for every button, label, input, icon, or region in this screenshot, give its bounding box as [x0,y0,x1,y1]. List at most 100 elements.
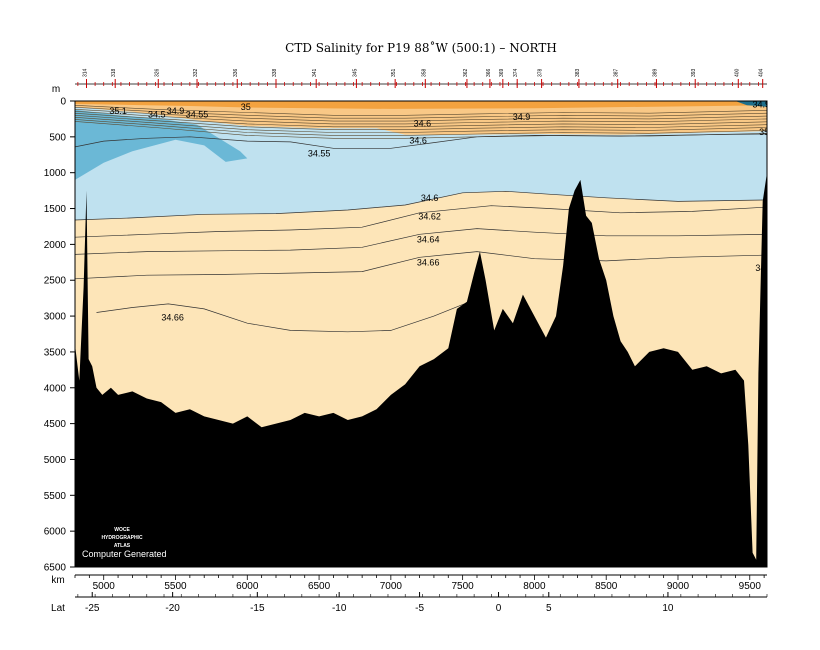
y-tick-label: 2000 [44,240,67,251]
chart-title: CTD Salinity for P19 88˚W (500:1) – NORT… [285,40,557,55]
x-tick-label: 9000 [667,581,690,592]
x-tick-label: 7500 [452,581,475,592]
lat-tick-label: -5 [415,603,424,614]
contour-label: 34.62 [418,211,441,221]
station-label: 366 [486,68,492,77]
station-label: 400 [734,68,740,77]
section-fields: 35.1 34.5 34.9 34.553534.634.634.934.5534.6… [75,100,773,567]
lat-tick-label: -15 [250,603,265,614]
upper-contour-line [75,119,767,136]
station-label: 404 [759,68,765,77]
y-tick-label: 4500 [44,419,67,430]
station-label: 369 [499,68,505,77]
contour-label: 35 [241,102,251,112]
upper-contour-line [75,105,767,116]
x-tick-label: 5000 [93,581,116,592]
station-label: 358 [421,68,427,77]
station-label: 341 [312,68,318,77]
high-salinity-surface-band [75,101,767,109]
contour-label: 34.66 [417,257,440,267]
station-label: 351 [391,68,397,77]
x-axis-unit: km [51,575,64,586]
x-tick-label: 7000 [380,581,403,592]
x-tick-label: 6000 [236,581,259,592]
x-tick-label: 5500 [164,581,187,592]
station-label: 326 [154,68,160,77]
woce-logo-line: HYDROGRAPHIC [101,535,143,541]
y-tick-label: 1000 [44,168,67,179]
contour-line [75,228,767,255]
contour-line [75,133,767,149]
y-tick-label: 5500 [44,491,67,502]
station-label: 332 [193,68,199,77]
contour-line [75,190,767,221]
contour-label: 34.9 [167,106,185,116]
y-tick-label: 3000 [44,312,67,323]
lat-tick-label: 10 [662,603,674,614]
upper-contour-line [75,115,767,130]
station-label: 345 [352,68,358,77]
contour-label: 35 [759,127,769,137]
y-tick-label: 0 [60,97,66,108]
x-tick-label: 9500 [739,581,762,592]
station-label: 389 [652,68,658,77]
contour-line [75,251,767,280]
y-tick-label: 6000 [44,527,67,538]
lat-tick-label: 5 [546,603,552,614]
upper-contour-line [75,117,767,133]
y-tick-label: 500 [49,132,66,143]
y-tick-label: 6500 [44,563,67,574]
station-label: 393 [691,68,697,77]
y-tick-label: 4000 [44,383,67,394]
station-label: 374 [513,68,519,77]
lat-tick-label: -20 [165,603,180,614]
y-axis-unit: m [52,84,60,95]
station-label: 338 [272,68,278,77]
contour-label: 34.6 [421,193,439,203]
contour-label: 35.1 [109,106,127,116]
x-tick-label: 8000 [523,581,546,592]
upper-contour-line [75,113,767,128]
contour-label: 34.66 [161,313,184,323]
footer: WOCE HYDROGRAPHIC ATLAS Computer Generat… [82,527,167,559]
station-label: 362 [463,68,469,77]
seafloor-bathymetry [75,172,767,567]
lat-axis-unit: Lat [51,603,65,614]
y-tick-label: 2500 [44,276,67,287]
lat-tick-label: -25 [85,603,100,614]
plot-frame [74,100,768,568]
woce-logo-line: ATLAS [114,543,131,549]
upper-contour-line [75,107,767,119]
computer-generated-credit: Computer Generated [82,549,167,559]
station-label: 378 [538,68,544,77]
station-label: 383 [575,68,581,77]
contour-label: 34.9 [513,112,531,122]
station-label: 314 [82,68,88,77]
contour-label: 34.6 [755,263,773,273]
contour-label: 34.5 [148,110,166,120]
upper-contour-line [75,109,767,122]
contour-line [75,205,767,238]
contour-label: 34.55 [308,148,331,158]
x-tick-label: 8500 [595,581,618,592]
station-label: 336 [233,68,239,77]
contour-label: 34.6 [414,118,432,128]
woce-logo-line: WOCE [114,527,130,533]
lat-tick-label: 0 [496,603,502,614]
low-salinity-tongue [75,109,248,180]
y-tick-label: 5000 [44,455,67,466]
lat-tick-label: -10 [332,603,347,614]
contour-label: 34.6 [409,135,427,145]
station-label: 318 [111,68,117,77]
y-tick-label: 1500 [44,204,67,215]
contour-label: 34.64 [417,234,440,244]
station-label: 387 [614,68,620,77]
x-tick-label: 6500 [308,581,331,592]
upper-contour-line [75,111,767,125]
contour-label: 34.55 [186,110,209,120]
surface-low-salinity-patch [735,101,767,107]
plot-area: 35.1 34.5 34.9 34.553534.634.634.934.5534.6… [74,100,773,568]
contour-label: 34.9 [753,100,771,110]
contour-line [96,301,470,333]
